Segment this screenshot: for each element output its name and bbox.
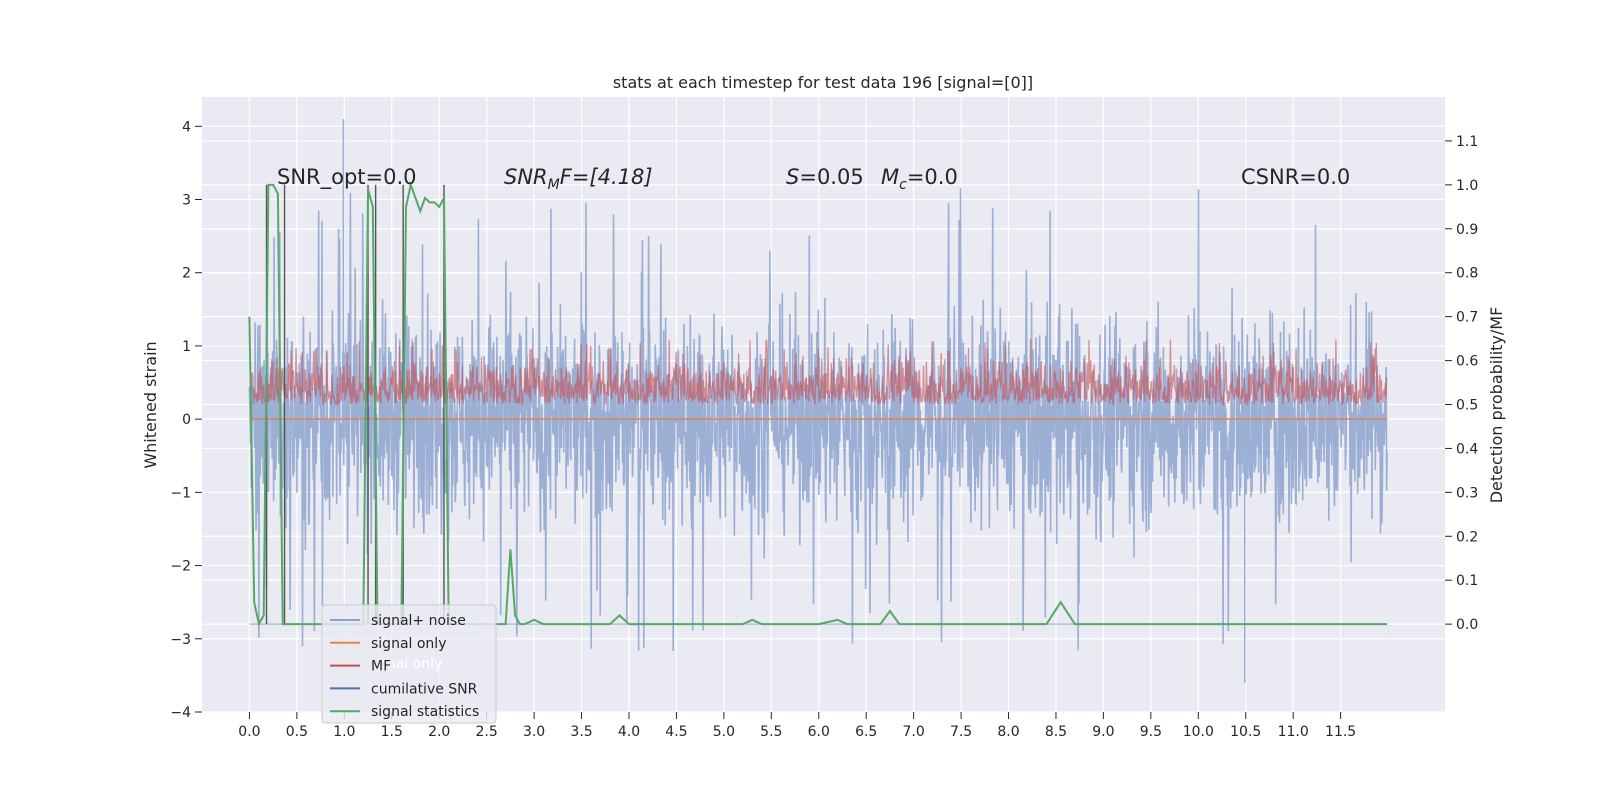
annotation-mc-value: =0.0 (907, 165, 958, 189)
x-tick-label: 7.5 (950, 724, 972, 740)
left-axis-ticks: 4 3 2 1 0 −1 −2 −3 −4 (170, 119, 202, 721)
x-tick-label: 8.0 (997, 724, 1019, 740)
left-tick-label: −3 (170, 632, 191, 648)
annotation-s-prefix: S (786, 165, 799, 189)
x-tick-label: 9.0 (1092, 724, 1114, 740)
annotation-snr-mf: SNRMF=[4.18] (504, 165, 653, 193)
left-tick-label: −2 (170, 559, 191, 575)
x-tick-label: 5.5 (760, 724, 782, 740)
left-tick-label: 4 (182, 119, 191, 135)
right-tick-label: 0.9 (1456, 222, 1478, 238)
x-tick-label: 10.5 (1230, 724, 1261, 740)
annotation-s: S=0.05 (786, 165, 864, 189)
x-tick-label: 10.0 (1183, 724, 1214, 740)
right-tick-label: 0.1 (1456, 573, 1478, 589)
right-tick-label: 1.1 (1456, 134, 1478, 150)
annotation-snr-mf-sub: M (548, 177, 560, 193)
mf-line (248, 338, 1388, 407)
annotation-snr-opt: SNR_opt=0.0 (277, 165, 417, 190)
x-tick-label: 4.0 (618, 724, 640, 740)
x-tick-label: 6.0 (808, 724, 830, 740)
right-tick-label: 0.6 (1456, 354, 1478, 370)
x-tick-label: 2.5 (476, 724, 498, 740)
right-tick-label: 0.2 (1456, 529, 1478, 545)
right-tick-label: 0.7 (1456, 310, 1478, 326)
right-tick-label: 0.4 (1456, 441, 1478, 457)
left-tick-label: 0 (182, 412, 191, 428)
chart-title: stats at each timestep for test data 196… (613, 73, 1033, 92)
annotation-csnr: CSNR=0.0 (1241, 165, 1350, 189)
x-tick-label: 0.5 (286, 724, 308, 740)
legend-box (321, 604, 497, 724)
left-tick-label: −4 (170, 705, 191, 721)
legend-label: MF (371, 659, 391, 675)
x-tick-label: 5.0 (713, 724, 735, 740)
x-tick-label: 3.0 (523, 724, 545, 740)
x-tick-label: 2.0 (428, 724, 450, 740)
annotation-mc-prefix: M (881, 165, 899, 189)
legend-ghost-label-0: al+ noise (373, 633, 439, 649)
mf-series (248, 338, 1388, 407)
y2-axis-label: Detection probability/MF (1487, 307, 1506, 504)
right-tick-label: 1.0 (1456, 178, 1478, 194)
right-axis-ticks: 1.1 1.0 0.9 0.8 0.7 0.6 0.5 0.4 0.3 0.2 0.1 0.0 (1445, 134, 1478, 633)
left-tick-label: 2 (182, 266, 191, 282)
right-tick-label: 0.5 (1456, 398, 1478, 414)
x-tick-label: 0.0 (238, 724, 260, 740)
legend-label: signal+ noise (371, 613, 466, 629)
left-tick-label: 3 (182, 193, 191, 209)
x-tick-label: 11.0 (1278, 724, 1309, 740)
x-tick-label: 9.5 (1140, 724, 1162, 740)
legend-label: cumilative SNR (371, 681, 478, 697)
annotation-mc: Mc=0.0 (881, 165, 958, 193)
x-tick-label: 4.5 (665, 724, 687, 740)
annotation-snr-mf-prefix: SNR (504, 165, 548, 189)
annotation-mc-sub: c (899, 177, 907, 193)
left-tick-label: −1 (170, 485, 191, 501)
x-axis-ticks: 0.0 0.5 1.0 1.5 2.0 2.5 3.0 3.5 4.0 4.5 5.0 5.5 6.0 6… (238, 712, 1356, 740)
x-tick-label: 3.5 (570, 724, 592, 740)
right-tick-label: 0.3 (1456, 485, 1478, 501)
right-tick-label: 0.0 (1456, 617, 1478, 633)
x-tick-label: 1.5 (381, 724, 403, 740)
x-tick-label: 6.5 (855, 724, 877, 740)
x-tick-label: 1.0 (333, 724, 355, 740)
legend: al+ noise gnal only signal+ noise signal … (321, 604, 497, 724)
left-tick-label: 1 (182, 339, 191, 355)
x-tick-label: 8.5 (1045, 724, 1067, 740)
legend-ghost-label-1: gnal only (378, 656, 442, 672)
x-tick-label: 7.0 (903, 724, 925, 740)
annotation-s-value: =0.05 (799, 165, 863, 189)
x-tick-label: 11.5 (1325, 724, 1356, 740)
y-axis-label: Whitened strain (141, 341, 160, 468)
legend-label: signal statistics (371, 704, 479, 720)
annotation-snr-mf-suffix: F=[4.18] (560, 165, 653, 189)
legend-label: signal only (371, 636, 446, 652)
legend-items: signal+ noise signal only MF cumilative SNR… (330, 613, 479, 720)
right-tick-label: 0.8 (1456, 266, 1478, 282)
